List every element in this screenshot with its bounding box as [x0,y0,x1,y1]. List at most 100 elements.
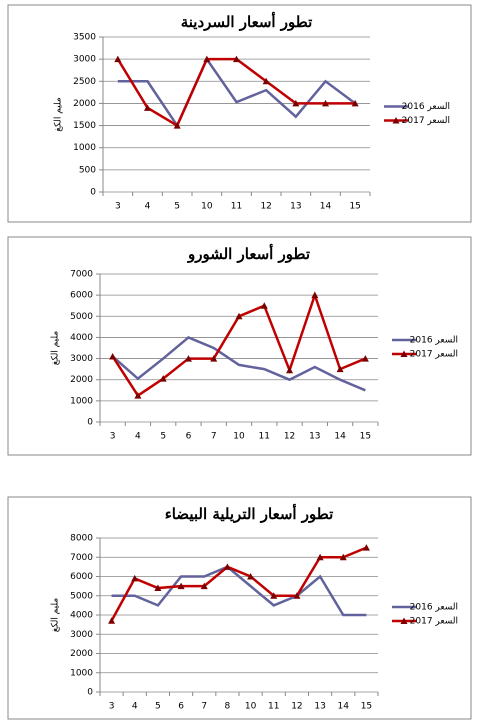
x-tick-label: 11 [231,202,242,212]
point-marker [336,365,344,373]
point-marker [311,291,319,299]
y-tick-label: 2000 [73,99,96,109]
point-marker [159,375,167,382]
chart-title: تطور أسعار التريلية البيضاء [165,503,334,523]
x-tick-label: 14 [338,702,350,712]
y-axis-label: مليم الكغ [51,331,61,366]
y-tick-label: 5000 [70,591,93,601]
x-tick-label: 12 [260,202,271,212]
y-tick-label: 0 [87,418,93,428]
x-tick-label: 12 [291,702,302,712]
x-tick-label: 13 [309,432,320,442]
point-marker [262,77,270,85]
y-tick-label: 2000 [70,375,93,385]
point-marker [351,99,359,107]
x-tick-label: 3 [110,432,116,442]
chart-frame [7,236,472,456]
y-tick-label: 3000 [70,630,93,640]
legend-label: السعر 2016 [402,102,450,112]
legend-label: السعر 2017 [410,617,458,627]
y-tick-label: 4000 [70,333,93,343]
series-line [111,335,366,392]
x-tick-label: 11 [259,432,270,442]
legend-label: السعر 2016 [410,603,458,613]
y-tick-label: 1000 [70,668,93,678]
y-axis-label: مليم الكغ [54,97,64,132]
x-tick-label: 5 [155,702,161,712]
point-marker [114,55,122,63]
point-marker [361,355,369,362]
x-tick-label: 10 [201,202,213,212]
point-marker [131,574,139,582]
y-tick-label: 3000 [73,55,96,65]
y-tick-label: 3500 [73,33,96,43]
series-line [111,565,367,617]
x-tick-label: 15 [361,702,372,712]
legend-label: السعر 2016 [410,336,458,346]
series-line [117,56,356,129]
x-tick-label: 10 [233,432,245,442]
legend-marker [392,117,400,124]
chart-title: تطور أسعار السردينة [181,11,313,31]
y-tick-label: 1000 [73,143,96,153]
legend-marker [400,350,408,357]
x-tick-label: 12 [284,432,295,442]
y-tick-label: 2000 [70,649,93,659]
point-marker [200,582,208,590]
point-marker [235,312,243,320]
point-marker [210,355,218,362]
point-marker [109,352,117,360]
x-tick-label: 14 [334,432,346,442]
point-marker [260,302,268,309]
y-tick-label: 8000 [70,534,93,544]
x-tick-label: 15 [349,202,360,212]
x-tick-label: 7 [211,432,217,442]
point-marker [293,592,301,599]
point-marker [144,104,151,111]
y-tick-label: 1500 [73,121,96,131]
x-tick-label: 8 [225,702,231,712]
point-marker [362,544,370,551]
y-axis-label: مليم الكغ [51,598,61,633]
point-marker [134,392,142,399]
x-tick-label: 4 [145,202,151,212]
x-tick-label: 4 [132,702,138,712]
x-tick-label: 13 [290,202,301,212]
y-tick-label: 4000 [70,611,93,621]
point-marker [292,99,300,107]
point-marker [173,122,181,129]
point-marker [154,584,162,592]
y-tick-label: 7000 [70,553,93,563]
legend-marker [400,617,408,624]
point-marker [177,582,185,590]
y-tick-label: 2500 [73,77,96,87]
x-tick-label: 15 [360,432,371,442]
y-tick-label: 7000 [70,270,93,280]
point-marker [270,592,278,599]
y-tick-label: 500 [79,165,96,175]
point-marker [247,573,255,580]
series-line [110,546,367,622]
y-tick-label: 6000 [70,572,93,582]
point-marker [233,55,240,63]
x-tick-label: 3 [109,702,115,712]
chart-title: تطور أسعار الشورو [187,243,310,263]
y-tick-label: 3000 [70,354,93,364]
legend-label: السعر 2017 [402,116,450,126]
x-tick-label: 7 [201,702,207,712]
x-tick-label: 13 [314,702,325,712]
point-marker [203,55,211,63]
y-tick-label: 0 [87,688,93,698]
x-tick-label: 3 [115,202,121,212]
x-tick-label: 14 [320,202,332,212]
y-tick-label: 0 [90,188,96,198]
legend-label: السعر 2017 [410,350,458,360]
point-marker [108,617,116,624]
y-tick-label: 5000 [70,312,93,322]
point-marker [316,553,324,561]
x-tick-label: 5 [160,432,166,442]
point-marker [286,366,294,374]
x-tick-label: 6 [178,702,184,712]
point-marker [322,99,329,107]
